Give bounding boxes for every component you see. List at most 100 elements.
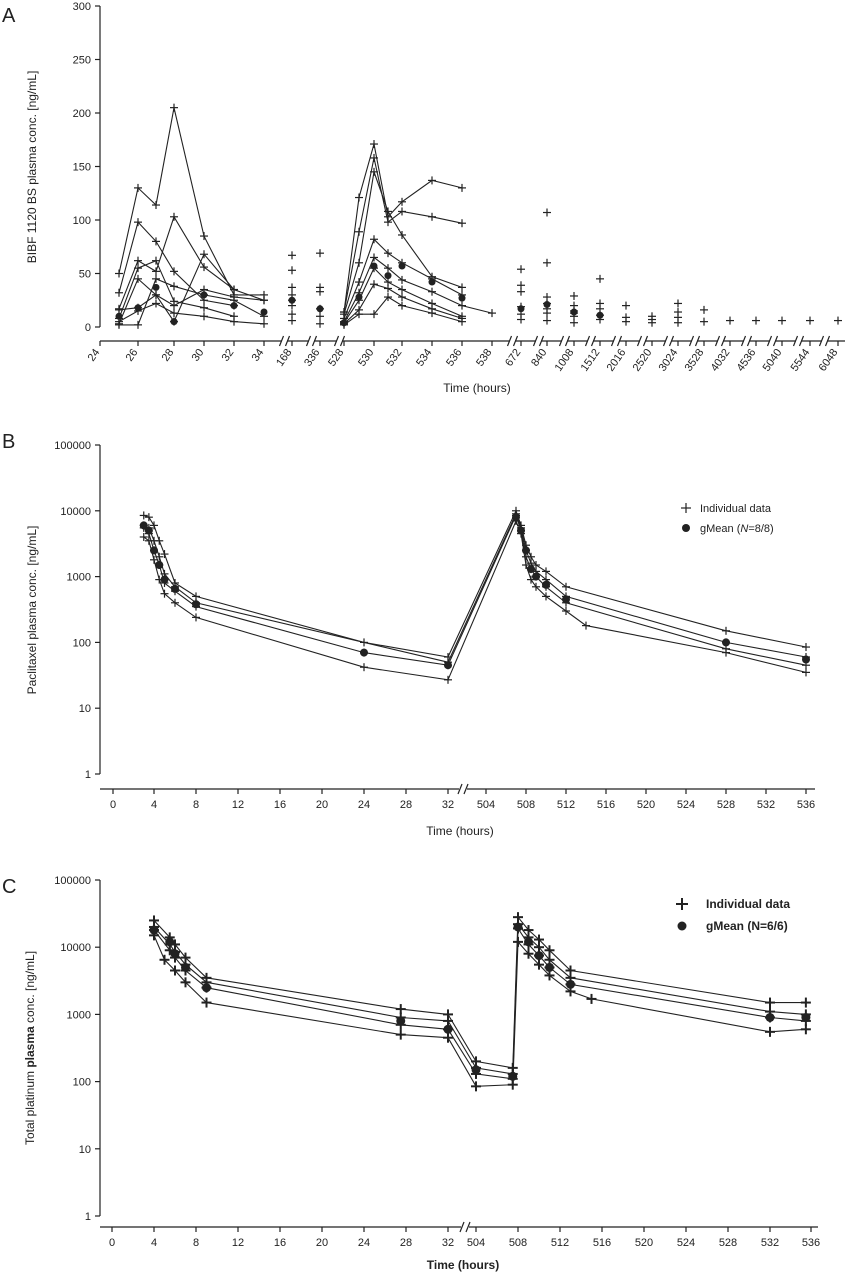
individual-point: [722, 626, 730, 635]
panel-c-y-title-suffix: conc. [ng/mL]: [23, 951, 37, 1026]
individual-point: [160, 589, 169, 598]
x-tick-label: 8: [193, 1237, 199, 1249]
gmean-point: [396, 1016, 406, 1026]
individual-point: [458, 301, 466, 310]
individual-line: [343, 238, 463, 319]
individual-point: [622, 317, 630, 326]
individual-point: [398, 197, 406, 206]
gmean-point: [260, 308, 268, 316]
individual-point: [200, 250, 208, 259]
individual-point: [152, 237, 160, 246]
legend-gmean-n: N: [740, 523, 748, 535]
x-tick-label: 16: [274, 1237, 286, 1249]
individual-point: [170, 212, 178, 221]
individual-point: [802, 643, 810, 652]
x-tick-label: 532: [384, 347, 404, 369]
panel-c-legend: Individual data gMean (N=6/6): [676, 897, 790, 933]
x-tick-label: 5040: [761, 347, 785, 374]
gmean-point: [170, 949, 180, 959]
individual-point: [152, 201, 160, 210]
gmean-point: [139, 521, 148, 530]
gmean-point: [181, 962, 190, 972]
individual-point: [384, 264, 392, 273]
gmean-point: [200, 291, 208, 299]
individual-point: [800, 1024, 811, 1035]
gmean-point: [316, 305, 324, 313]
x-tick-label: 532: [757, 799, 775, 811]
individual-point: [159, 954, 170, 965]
individual-point: [170, 267, 178, 276]
individual-point: [230, 285, 238, 294]
y-tick-label: 250: [73, 55, 91, 67]
axis-break-mark: [506, 335, 513, 347]
x-tick-label: 1008: [553, 347, 577, 374]
individual-point: [288, 316, 296, 325]
x-tick-label: 516: [593, 1237, 611, 1249]
axis-break-mark: [662, 335, 669, 347]
individual-point: [150, 555, 158, 564]
individual-point: [152, 290, 160, 299]
x-tick-label: 4: [151, 1237, 157, 1249]
gmean-point: [428, 278, 436, 286]
x-tick-label: 8: [193, 799, 199, 811]
individual-point: [134, 256, 142, 265]
x-tick-label: 32: [220, 347, 237, 364]
individual-point: [370, 167, 378, 176]
individual-line: [118, 220, 235, 307]
individual-point: [288, 266, 296, 275]
individual-point: [370, 153, 378, 162]
individual-point: [170, 309, 178, 318]
x-tick-label: 672: [503, 347, 523, 369]
individual-point: [428, 176, 436, 185]
individual-point: [200, 303, 208, 312]
individual-point: [384, 293, 392, 302]
individual-point: [542, 567, 550, 576]
individual-point: [139, 511, 148, 520]
x-tick-label: 20: [316, 799, 328, 811]
x-tick-label: 28: [400, 1237, 412, 1249]
panel-c-y-title: Total platinum plasma conc. [ng/mL]: [23, 951, 37, 1145]
panel-a-x-title: Time (hours): [443, 381, 511, 395]
individual-point: [370, 253, 378, 262]
individual-point: [674, 299, 682, 308]
x-tick-label: 536: [802, 1237, 820, 1249]
individual-point: [355, 258, 363, 267]
gmean-point: [150, 546, 158, 555]
individual-line: [118, 259, 235, 319]
individual-point: [428, 212, 436, 221]
individual-point: [752, 316, 760, 325]
gmean-point: [596, 311, 604, 319]
x-tick-label: 538: [474, 347, 494, 369]
axis-break-mark: [465, 1221, 471, 1233]
x-tick-label: 32: [442, 799, 454, 811]
gmean-point: [384, 272, 392, 280]
individual-point: [622, 301, 630, 310]
axis-break-mark: [766, 335, 773, 347]
individual-point: [384, 284, 392, 293]
individual-point: [543, 316, 551, 325]
axis-break-mark: [792, 335, 799, 347]
individual-point: [200, 232, 208, 241]
axis-break-mark: [457, 783, 463, 795]
individual-point: [700, 305, 708, 314]
individual-point: [288, 283, 296, 292]
x-tick-label: 520: [637, 799, 655, 811]
axis-break-mark: [636, 335, 643, 347]
individual-point: [152, 267, 160, 276]
x-tick-label: 536: [444, 347, 464, 369]
panel-b-x-title: Time (hours): [426, 824, 494, 838]
x-tick-label: 512: [557, 799, 575, 811]
individual-point: [355, 227, 363, 236]
individual-point: [170, 282, 178, 291]
individual-point: [582, 621, 590, 630]
y-tick-label: 1: [85, 769, 91, 781]
individual-point: [398, 275, 406, 284]
gmean-point: [562, 595, 570, 604]
axis-break-mark: [584, 335, 591, 347]
individual-point: [316, 249, 324, 258]
axis-break-mark: [642, 335, 649, 347]
x-tick-label: 32: [442, 1237, 454, 1249]
panel-c-y-ticks: 1 10 100 1000 10000 100000: [54, 875, 100, 1223]
axis-break-mark: [278, 335, 285, 347]
x-tick-label: 3528: [683, 347, 707, 374]
